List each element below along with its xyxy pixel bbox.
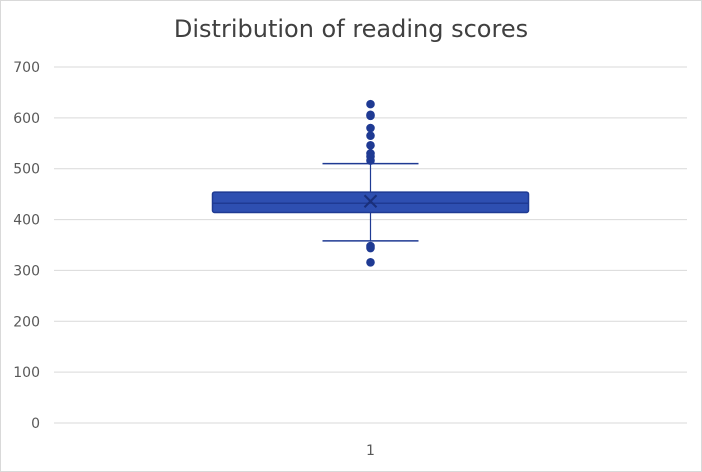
outlier-point [366, 243, 375, 253]
chart-title: Distribution of reading scores [173, 15, 529, 43]
outlier-point [366, 156, 375, 165]
y-tick-label: 500 [13, 162, 40, 178]
y-tick-label: 700 [13, 60, 40, 76]
outlier-point [366, 111, 375, 121]
y-tick-label: 0 [31, 416, 40, 432]
y-tick-label: 200 [13, 314, 40, 330]
outlier-point [366, 257, 375, 267]
outlier-point [366, 99, 375, 109]
x-tick-label: 1 [366, 443, 375, 459]
outlier-point [366, 131, 375, 140]
y-tick-label: 400 [13, 213, 40, 229]
mean-marker [363, 194, 378, 208]
y-tick-label: 100 [13, 365, 40, 381]
y-tick-label: 300 [13, 263, 40, 279]
y-tick-label: 600 [13, 111, 40, 127]
outlier-point [366, 141, 375, 150]
outlier-point [366, 123, 375, 133]
